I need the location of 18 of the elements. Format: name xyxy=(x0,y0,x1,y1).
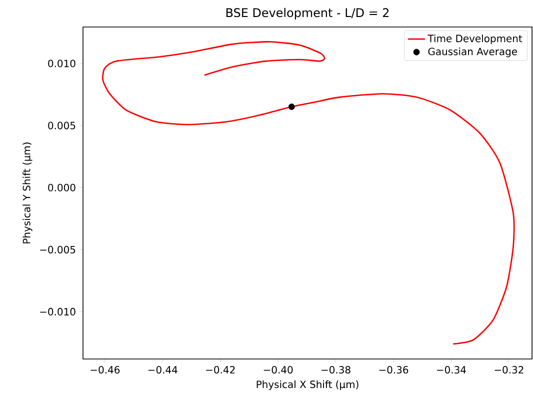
legend-label: Gaussian Average xyxy=(428,48,518,58)
x-tick-label: −0.34 xyxy=(437,366,466,374)
y-tick-label: −0.010 xyxy=(40,308,76,316)
chart-title: BSE Development - L/D = 2 xyxy=(226,8,389,20)
x-axis-title: Physical X Shift (μm) xyxy=(256,380,358,390)
x-tick-label: −0.32 xyxy=(494,366,524,374)
x-tick-label: −0.42 xyxy=(206,366,235,374)
y-tick-label: 0.000 xyxy=(48,184,76,192)
x-tick-label: −0.40 xyxy=(264,366,293,374)
x-tick-label: −0.46 xyxy=(90,366,120,374)
y-tick-label: 0.005 xyxy=(48,122,76,130)
y-axis-title: Physical Y Shift (μm) xyxy=(22,142,32,244)
x-tick-label: −0.36 xyxy=(379,366,408,374)
y-tick-label: 0.010 xyxy=(48,60,76,68)
x-tick-label: −0.38 xyxy=(322,366,350,374)
x-tick-label: −0.44 xyxy=(148,366,178,374)
y-tick-label: −0.005 xyxy=(40,246,76,254)
legend-label: Time Development xyxy=(428,34,522,44)
